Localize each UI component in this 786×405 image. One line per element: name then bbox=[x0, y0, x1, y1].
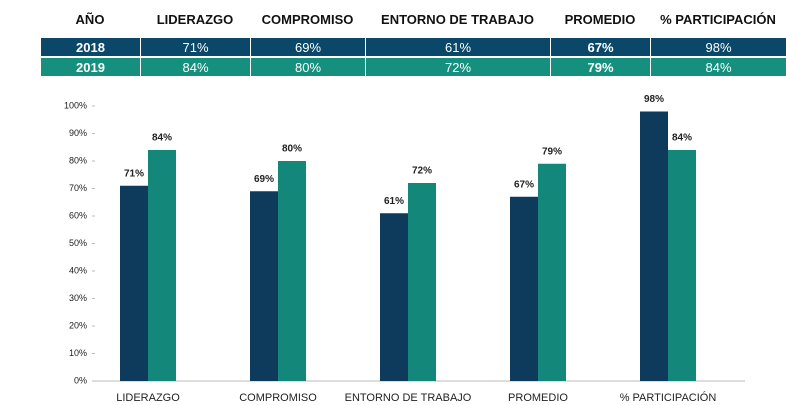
y-tick-label: 20% bbox=[69, 320, 87, 330]
x-tick-label: % PARTICIPACIÓN bbox=[620, 391, 717, 404]
y-tick-label: 80% bbox=[69, 155, 87, 165]
value-label: 72% bbox=[412, 166, 432, 177]
header-cell: AÑO bbox=[75, 11, 105, 27]
x-tick-label: ENTORNO DE TRABAJO bbox=[345, 392, 472, 404]
bar bbox=[668, 150, 696, 381]
table-cell: 84% bbox=[140, 58, 250, 76]
table-cell: 84% bbox=[650, 58, 786, 76]
bar bbox=[640, 111, 668, 381]
x-tick-label: COMPROMISO bbox=[239, 392, 317, 404]
value-label: 69% bbox=[254, 174, 274, 185]
table-cell: 98% bbox=[650, 38, 786, 56]
chart: 0% 10% 20% 30% 40% 50% 60% 70% 80% 90% 100% LIDERAZ… bbox=[64, 94, 745, 404]
y-tick-label: 60% bbox=[69, 210, 87, 220]
header-cell: ENTORNO DE TRABAJO bbox=[381, 11, 534, 27]
bar bbox=[408, 183, 436, 381]
value-label: 84% bbox=[152, 133, 172, 144]
bar bbox=[120, 185, 148, 381]
bar bbox=[380, 213, 408, 381]
y-tick-label: 90% bbox=[69, 128, 87, 138]
y-tick-label: 70% bbox=[69, 183, 87, 193]
header-cell: LIDERAZGO bbox=[156, 11, 234, 27]
bar bbox=[278, 161, 306, 381]
y-tick-label: 10% bbox=[69, 348, 87, 358]
table-cell: 61% bbox=[365, 38, 550, 56]
value-label: 79% bbox=[542, 146, 562, 157]
bar bbox=[538, 163, 566, 381]
table-cell: 80% bbox=[250, 58, 365, 76]
header-cell: % PARTICIPACIÓN bbox=[660, 11, 776, 27]
table-cell: 71% bbox=[140, 38, 250, 56]
header-cell: COMPROMISO bbox=[261, 11, 354, 27]
table-cell: 72% bbox=[365, 58, 550, 76]
header-cell: PROMEDIO bbox=[564, 11, 636, 27]
x-tick-label: LIDERAZGO bbox=[116, 392, 180, 404]
bar bbox=[148, 150, 176, 381]
table-cell: 69% bbox=[250, 38, 365, 56]
x-tick-label: PROMEDIO bbox=[508, 392, 568, 404]
y-tick-label: 40% bbox=[69, 265, 87, 275]
value-label: 80% bbox=[282, 144, 302, 155]
y-tick-label: 0% bbox=[74, 375, 87, 385]
value-label: 84% bbox=[672, 133, 692, 144]
table-cell: 2018 bbox=[40, 38, 140, 56]
y-tick-label: 50% bbox=[69, 238, 87, 248]
bar bbox=[510, 196, 538, 381]
y-tick-label: 100% bbox=[64, 100, 87, 110]
value-label: 67% bbox=[514, 179, 534, 190]
table-cell: 79% bbox=[550, 58, 650, 76]
value-label: 71% bbox=[124, 168, 144, 179]
value-label: 61% bbox=[384, 196, 404, 207]
bar bbox=[250, 191, 278, 381]
table-cell: 67% bbox=[550, 38, 650, 56]
y-tick-label: 30% bbox=[69, 293, 87, 303]
table-cell: 2019 bbox=[40, 58, 140, 76]
value-label: 98% bbox=[644, 94, 664, 105]
